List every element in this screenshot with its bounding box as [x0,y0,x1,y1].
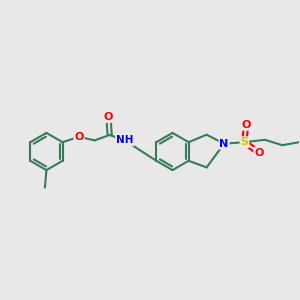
Text: O: O [104,112,113,122]
Text: O: O [254,148,264,158]
Text: S: S [241,137,248,147]
Text: N: N [219,139,229,149]
Text: NH: NH [116,135,134,146]
Text: O: O [74,132,84,142]
Text: O: O [241,120,251,130]
